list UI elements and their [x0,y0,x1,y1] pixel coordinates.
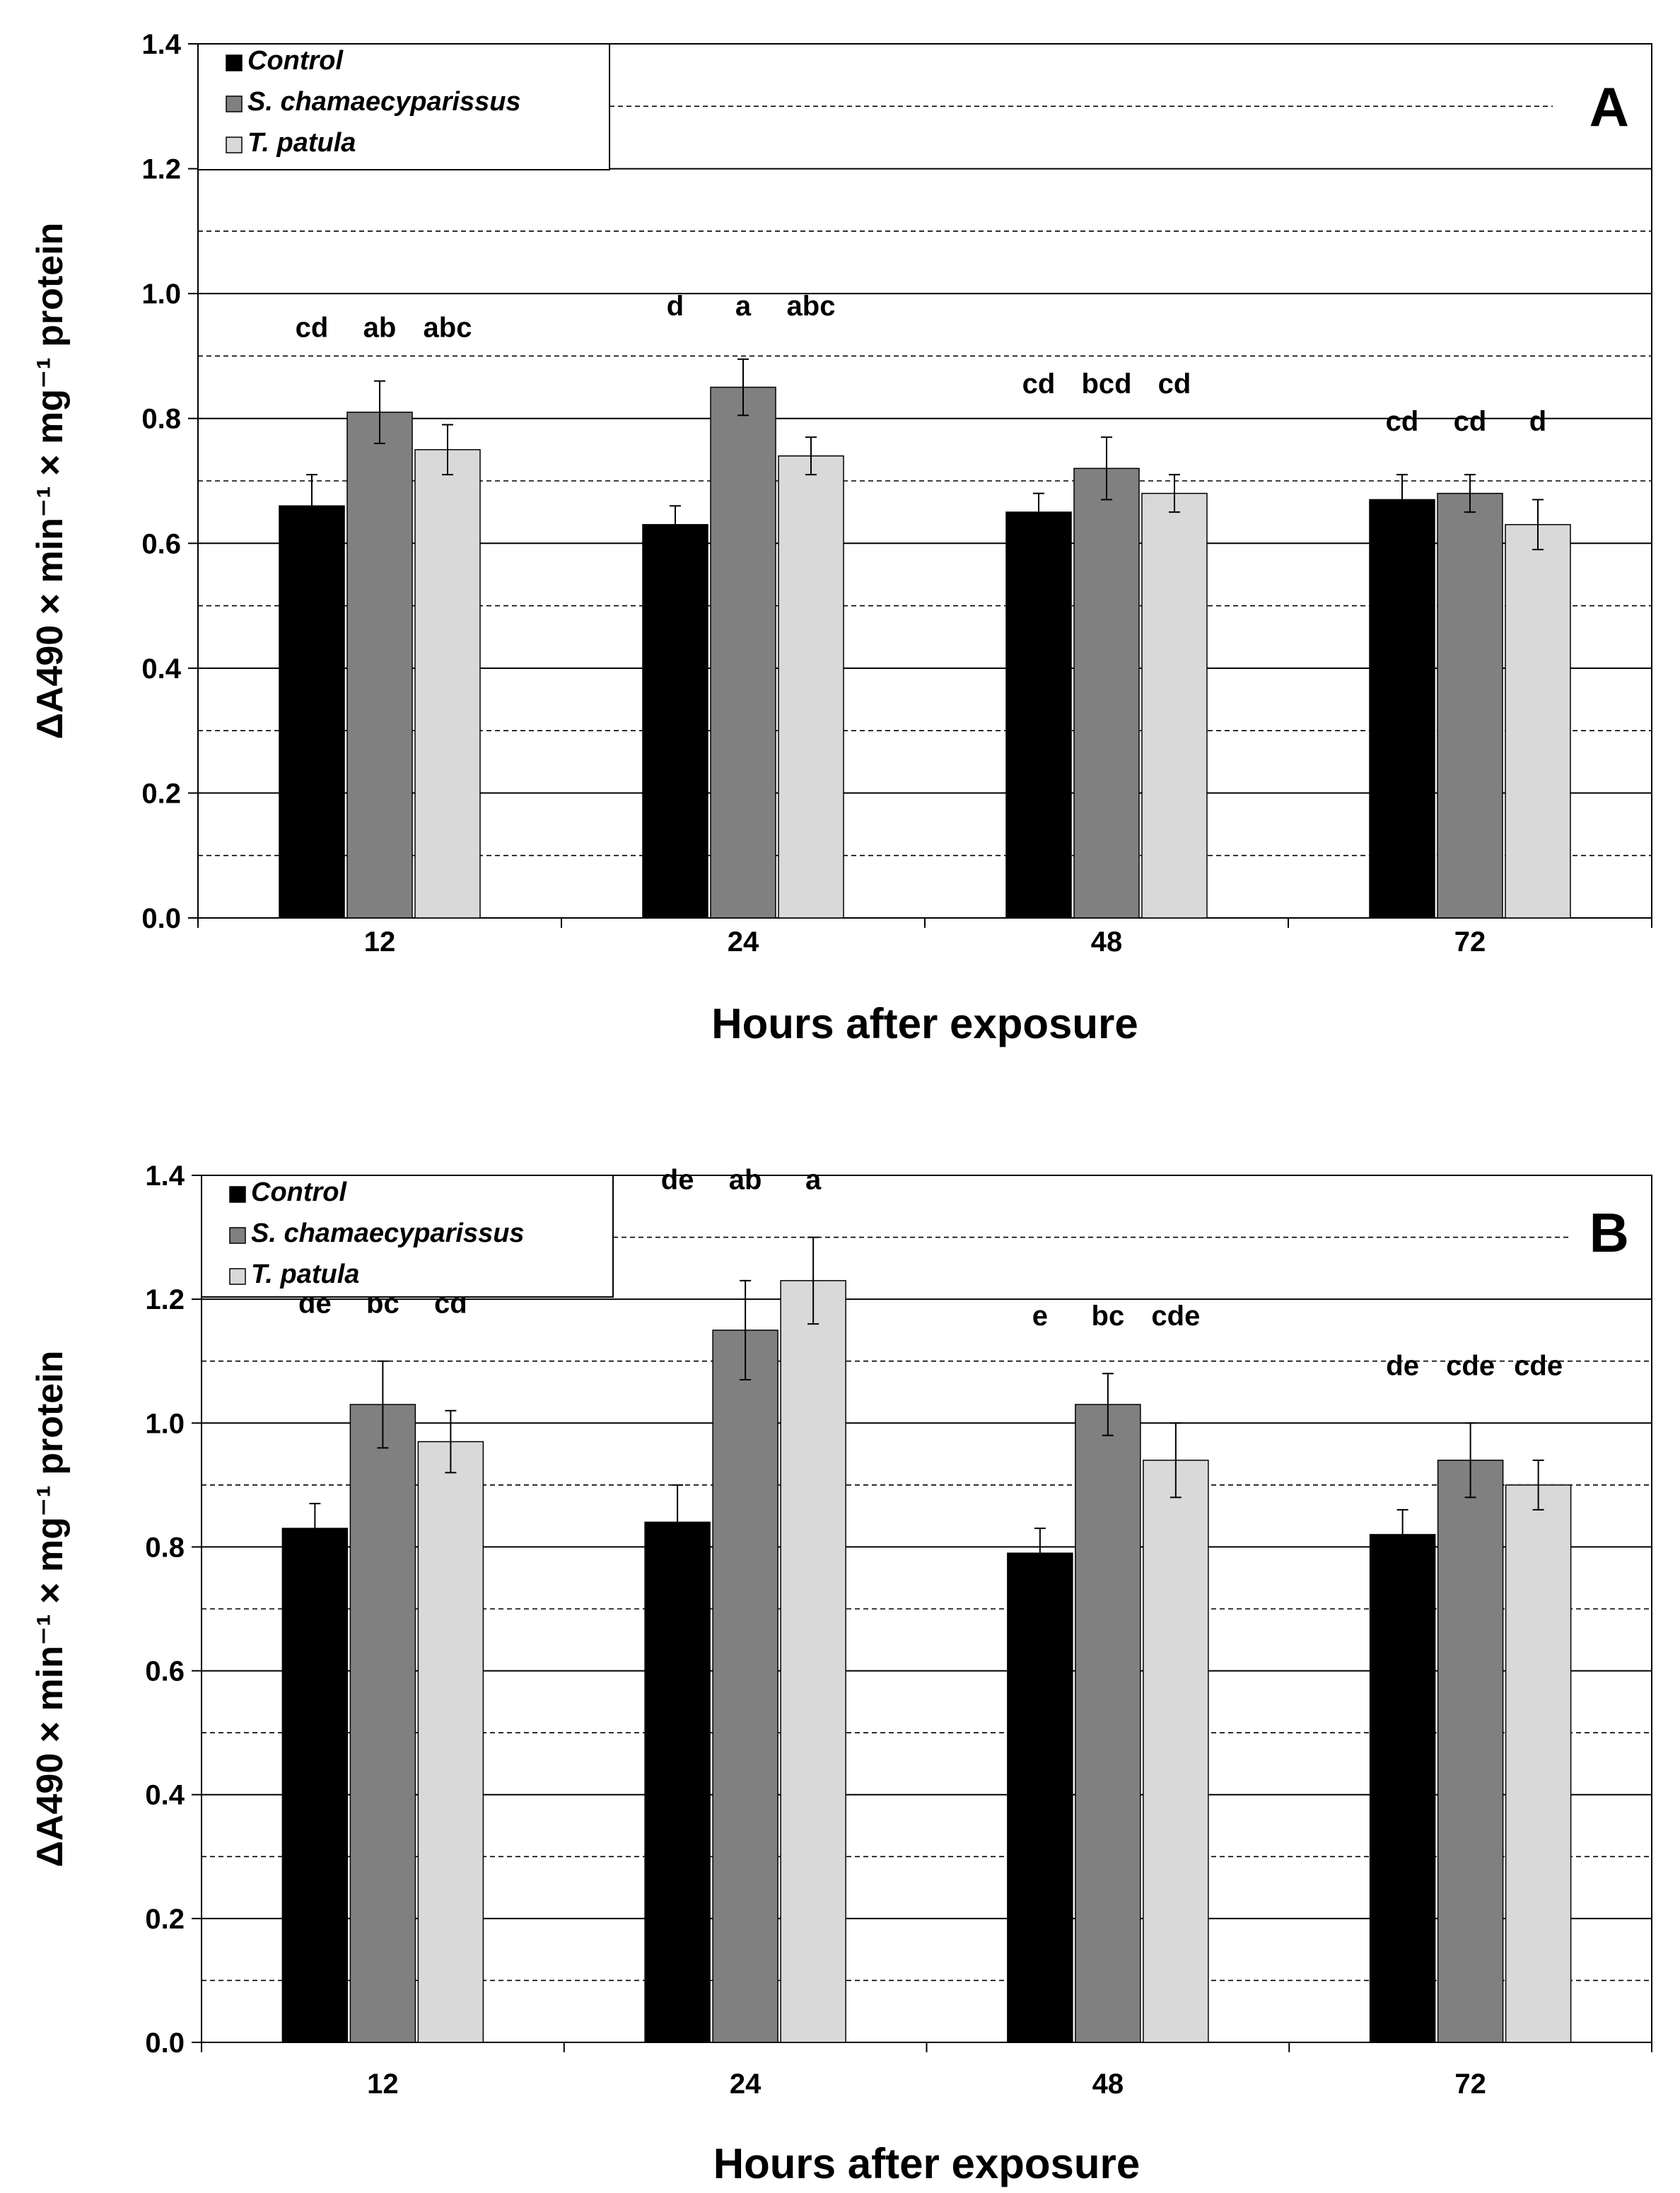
legend-swatch [226,136,243,153]
significance-letter: d [667,291,684,322]
legend-label: Control [247,46,344,76]
bar [1007,1552,1073,2043]
bar [1143,1460,1209,2043]
legend: Control S. chamaecyparissus T. patula [197,43,610,170]
x-tick-label: 72 [1454,2069,1486,2100]
bar [346,412,413,919]
significance-letter: a [805,1165,822,1196]
bar [644,1521,711,2043]
legend-label: T. patula [247,128,356,158]
x-axis-title: Hours after exposure [711,1000,1138,1047]
significance-letter: cde [1446,1350,1495,1381]
significance-letter: abc [424,313,472,344]
bar [281,1528,349,2043]
legend-box [201,1175,614,1298]
y-tick-label: 0.4 [145,1780,185,1811]
y-tick-label: 1.0 [145,1408,185,1439]
legend-swatch [229,1227,246,1244]
y-tick-label: 1.2 [141,154,181,185]
bar [1437,1460,1504,2043]
bar [1505,524,1571,919]
panel-label: B [1589,1202,1629,1264]
significance-letter: cd [1022,368,1056,400]
y-tick-label: 0.6 [141,528,181,559]
bar [712,1330,778,2043]
bar [710,386,776,919]
legend-swatch [226,54,243,71]
x-tick-label: 12 [364,926,396,958]
significance-letter: cde [1151,1301,1200,1332]
bar [642,524,708,919]
x-tick-label: 48 [1092,2069,1124,2100]
significance-letter: a [735,291,752,322]
y-tick-label: 1.4 [145,1161,185,1192]
bar [778,455,844,919]
y-tick-label: 0.8 [145,1532,185,1563]
y-tick-label: 0.0 [145,2028,185,2059]
y-axis-title: ΔA490 × min⁻¹ × mg⁻¹ protein [30,1351,71,1868]
significance-letter: cd [1454,406,1487,437]
x-tick-label: 48 [1091,926,1123,958]
significance-letter: cd [1386,406,1419,437]
legend-swatch [229,1186,246,1203]
x-axis-title: Hours after exposure [713,2140,1141,2187]
bar [349,1404,416,2043]
bar [1505,1484,1572,2043]
bar [1005,511,1072,919]
bar [1075,1404,1141,2043]
bar [780,1280,846,2043]
y-axis-title: ΔA490 × min⁻¹ × mg⁻¹ protein [30,223,71,740]
legend-swatch [226,95,243,112]
y-tick-label: 0.0 [141,903,181,934]
significance-letter: bcd [1081,368,1131,400]
significance-letter: abc [787,291,836,322]
y-tick-label: 0.2 [141,778,181,809]
bar [1141,492,1208,919]
y-tick-label: 0.6 [145,1656,185,1687]
x-tick-label: 24 [730,2069,762,2100]
bar [279,505,345,919]
significance-letter: de [1386,1350,1419,1381]
bar [1369,499,1435,919]
panel-label: A [1589,76,1629,138]
y-tick-label: 1.4 [141,29,181,60]
significance-letter: e [1032,1301,1048,1332]
bar [1369,1534,1436,2043]
legend: Control S. chamaecyparissus T. patula [201,1175,614,1298]
y-tick-label: 1.0 [141,279,181,310]
legend-label: T. patula [251,1260,359,1289]
significance-letter: d [1529,406,1546,437]
bar [1073,467,1140,919]
y-tick-label: 1.2 [145,1284,185,1315]
legend-label: S. chamaecyparissus [251,1218,525,1248]
significance-letter: cd [1158,368,1191,400]
y-tick-label: 0.4 [141,653,181,685]
significance-letter: ab [729,1165,762,1196]
significance-letter: cd [296,313,329,344]
legend-label: S. chamaecyparissus [247,87,521,117]
bar [417,1441,484,2043]
y-tick-label: 0.8 [141,404,181,435]
x-tick-label: 72 [1454,926,1486,958]
bar [1437,492,1503,919]
legend-label: Control [251,1177,348,1207]
significance-letter: cde [1514,1350,1563,1381]
bar [414,449,481,919]
x-tick-label: 24 [728,926,759,958]
x-tick-label: 12 [367,2069,399,2100]
legend-box [197,43,610,170]
y-tick-label: 0.2 [145,1904,185,1935]
significance-letter: de [661,1165,694,1196]
significance-letter: bc [1092,1301,1125,1332]
significance-letter: ab [363,313,397,344]
legend-swatch [229,1268,246,1285]
